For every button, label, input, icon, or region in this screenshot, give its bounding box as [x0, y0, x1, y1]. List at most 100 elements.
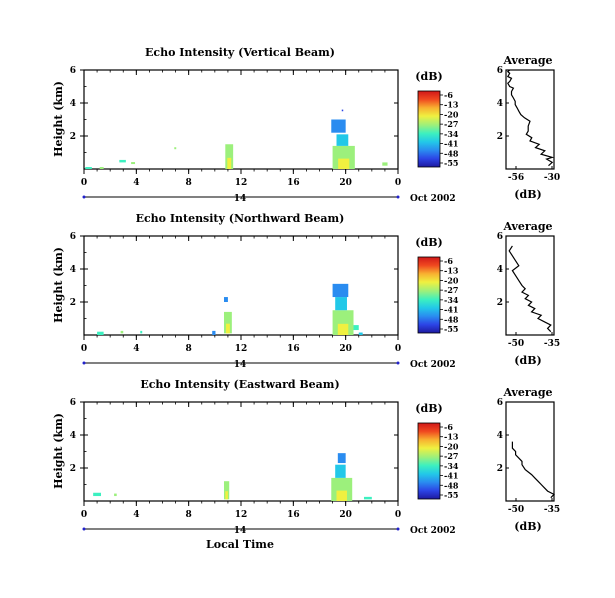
average-profile: Average 6 4 2 -50 -35 (dB)	[497, 386, 560, 533]
echo-cell	[85, 167, 92, 169]
echo-cell	[120, 330, 124, 334]
average-profile-line	[508, 245, 552, 333]
echo-cell	[114, 493, 117, 497]
x-axis-label: Local Time	[206, 538, 274, 551]
y-axis-ticks: 6 4 2	[70, 398, 398, 485]
x-tick-label: 12	[235, 178, 248, 188]
colorbar-label: (dB)	[415, 402, 442, 415]
colorbar-tick-label: -41	[444, 305, 458, 315]
y-axis-ticks: 6 4 2	[70, 66, 398, 153]
x-tick-label: 16	[287, 344, 300, 354]
x-tick-label: 8	[186, 178, 192, 188]
x-tick-label: 0	[81, 510, 87, 520]
panel-title: Echo Intensity (Northward Beam)	[136, 212, 345, 225]
y-tick-label: 4	[70, 99, 76, 109]
echo-cells	[97, 283, 363, 335]
x-tick-label: 0	[395, 178, 401, 188]
echo-cell	[336, 134, 349, 146]
echo-cell	[223, 481, 230, 500]
y-tick-label: 4	[70, 431, 76, 441]
echo-cell	[99, 167, 104, 169]
colorbar-tick-label: -20	[444, 275, 459, 285]
x-tick-label: 16	[287, 178, 300, 188]
echo-cell-core	[225, 491, 228, 500]
avg-y-tick-label: 6	[497, 398, 503, 408]
echo-cell-core	[337, 323, 349, 335]
echo-cell	[140, 330, 143, 334]
x-tick-label: 0	[395, 344, 401, 354]
echo-cell	[131, 162, 136, 165]
date-label: Oct 2002	[410, 360, 456, 370]
x-tick-label: 12	[235, 344, 248, 354]
colorbar-tick-label: -27	[444, 119, 458, 129]
y-axis-ticks: 6 4 2	[70, 232, 398, 319]
day-label: 14	[234, 194, 247, 204]
colorbar-tick-label: -48	[444, 480, 459, 490]
echo-cell	[358, 332, 363, 335]
y-tick-label: 4	[70, 265, 76, 275]
colorbar-tick-label: -6	[444, 256, 453, 266]
x-axis-ticks: 0 4 8 12 16 20 0	[81, 236, 401, 354]
echo-cell	[212, 330, 216, 335]
colorbar: (dB) -6-13-20-27-34-41-48-55	[415, 70, 459, 168]
y-tick-label: 6	[70, 398, 76, 408]
colorbar: (dB) -6-13-20-27-34-41-48-55	[415, 402, 459, 500]
avg-x-tick-label: -50	[508, 505, 524, 515]
average-profile-line	[511, 441, 555, 499]
date-label: Oct 2002	[410, 526, 456, 536]
colorbar-tick-label: -20	[444, 109, 459, 119]
echo-cell-core	[338, 158, 350, 169]
avg-y-tick-label: 6	[497, 66, 503, 76]
x-tick-label: 8	[186, 344, 192, 354]
average-xlabel: (dB)	[514, 188, 541, 201]
x-tick-label: 8	[186, 510, 192, 520]
avg-y-tick-label: 4	[497, 265, 503, 275]
panel-northward-beam: Echo Intensity (Northward Beam) 0 4 8 12 16 2…	[52, 212, 560, 370]
echo-cell	[335, 297, 347, 311]
average-title: Average	[502, 54, 552, 67]
avg-y-tick-label: 2	[497, 464, 503, 474]
x-tick-label: 4	[133, 510, 139, 520]
colorbar-tick-label: -41	[444, 139, 458, 149]
y-tick-label: 2	[70, 298, 76, 308]
x-tick-label: 12	[235, 510, 248, 520]
x-tick-label: 20	[339, 178, 352, 188]
day-label: 14	[234, 360, 247, 370]
average-xlabel: (dB)	[514, 354, 541, 367]
colorbar-tick-label: -20	[444, 441, 459, 451]
colorbar-label: (dB)	[415, 70, 442, 83]
colorbar-tick-label: -34	[444, 461, 459, 471]
colorbar-tick-label: -13	[444, 266, 459, 276]
echo-cells	[85, 109, 388, 169]
y-tick-label: 6	[70, 66, 76, 76]
average-title: Average	[502, 220, 552, 233]
echo-cell-core	[227, 157, 232, 169]
echo-cell	[93, 492, 102, 497]
echo-cell	[363, 496, 372, 500]
echo-cell	[382, 162, 388, 166]
avg-y-tick-label: 2	[497, 132, 503, 142]
avg-y-tick-label: 2	[497, 298, 503, 308]
avg-x-tick-label: -30	[544, 173, 560, 183]
average-profile-line	[506, 69, 555, 167]
x-tick-label: 4	[133, 344, 139, 354]
echo-cell	[335, 464, 346, 478]
colorbar-tick-label: -41	[444, 471, 458, 481]
colorbar-tick-label: -34	[444, 295, 459, 305]
y-tick-label: 6	[70, 232, 76, 242]
avg-x-tick-label: -56	[508, 173, 524, 183]
echo-cell	[223, 311, 232, 334]
colorbar-tick-label: -48	[444, 314, 459, 324]
echo-cell	[97, 331, 104, 335]
x-tick-label: 20	[339, 510, 352, 520]
panel-title: Echo Intensity (Eastward Beam)	[140, 378, 339, 391]
echo-cell	[353, 325, 359, 331]
x-tick-label: 0	[81, 344, 87, 354]
x-tick-label: 0	[81, 178, 87, 188]
y-axis-label: Height (km)	[52, 413, 65, 489]
avg-x-tick-label: -50	[508, 339, 524, 349]
colorbar-tick-label: -6	[444, 422, 453, 432]
x-tick-label: 16	[287, 510, 300, 520]
echo-cell	[119, 159, 126, 163]
